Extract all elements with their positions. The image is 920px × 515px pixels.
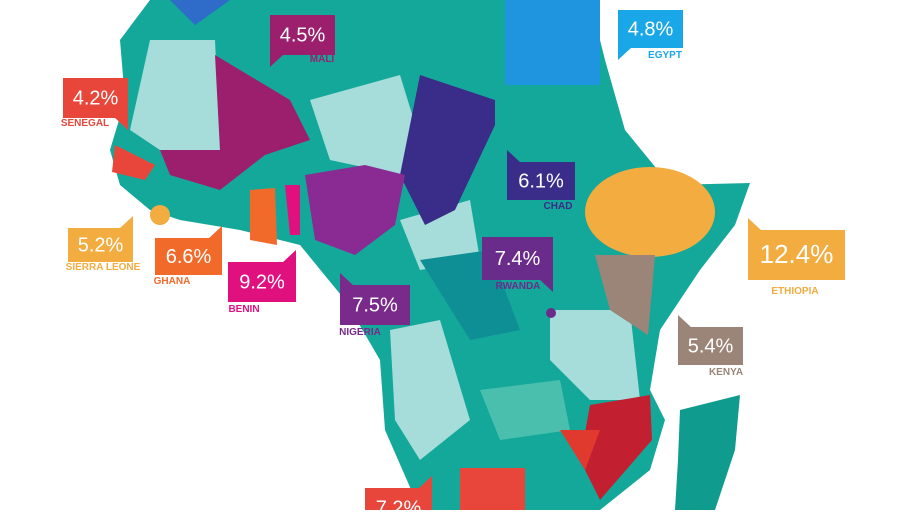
callout-pointer (270, 54, 284, 67)
country-label: RWANDA (496, 281, 541, 292)
callout: 4.8% EGYPT (618, 10, 683, 61)
country-label: KENYA (709, 367, 743, 378)
country-label: ETHIOPIA (771, 286, 818, 297)
callout: 7.5% NIGERIA (339, 273, 410, 338)
callout-value: 4.5% (280, 24, 326, 46)
callout: 5.4% KENYA (678, 315, 743, 378)
country-label: GHANA (154, 276, 191, 287)
callout: 4.2% SENEGAL (61, 78, 128, 130)
callout-box (68, 228, 133, 262)
callout-value: 6.1% (518, 170, 564, 192)
callout-box (270, 15, 335, 55)
callout-box (618, 10, 683, 48)
country-label: EGYPT (648, 50, 682, 61)
callout-pointer (114, 117, 128, 130)
callout-pointer (678, 315, 692, 328)
callout-value: 7.2% (376, 497, 422, 510)
callout-box (678, 327, 743, 365)
callout-value: 9.2% (239, 271, 285, 293)
callout-value: 7.5% (352, 294, 398, 316)
callout: 6.1% CHAD (507, 150, 575, 212)
callout-box (507, 162, 575, 200)
callout-pointer (208, 226, 222, 239)
callout-box (228, 262, 296, 302)
country-label: BENIN (228, 304, 259, 315)
country-label: NIGERIA (339, 327, 381, 338)
callout-box (748, 230, 845, 280)
callout: 12.4% ETHIOPIA (748, 218, 845, 297)
landmass (110, 0, 750, 510)
callout-pointer (507, 150, 521, 163)
callout-box (340, 285, 410, 325)
callout-value: 5.2% (78, 234, 124, 256)
callout: 9.2% BENIN (228, 250, 296, 315)
callout-pointer (748, 218, 762, 231)
callout: 7.4% RWANDA (482, 237, 553, 292)
callout: 6.6% GHANA (154, 226, 222, 287)
country-label: SIERRA LEONE (66, 262, 141, 273)
callout-box (155, 238, 222, 275)
callout-pointer (418, 476, 432, 489)
callout-value: 6.6% (166, 246, 212, 268)
callout-value: 7.4% (495, 248, 541, 270)
callout: 4.5% MALI (270, 15, 335, 67)
callout-pointer (119, 216, 133, 229)
country-label: CHAD (544, 201, 573, 212)
callout-pointer (282, 250, 296, 263)
callout-value: 5.4% (688, 335, 734, 357)
callout-box (482, 237, 553, 280)
callout-pointer (340, 273, 354, 286)
callout-value: 4.8% (628, 18, 674, 40)
country-label: SENEGAL (61, 118, 109, 129)
callout-box (63, 78, 128, 118)
callout-value: 4.2% (73, 87, 119, 109)
callout-pointer (618, 47, 632, 60)
callout: 5.2% SIERRA LEONE (66, 216, 141, 273)
callout-pointer (539, 279, 553, 292)
country-label: MALI (310, 54, 335, 65)
callout-value: 12.4% (760, 239, 834, 269)
